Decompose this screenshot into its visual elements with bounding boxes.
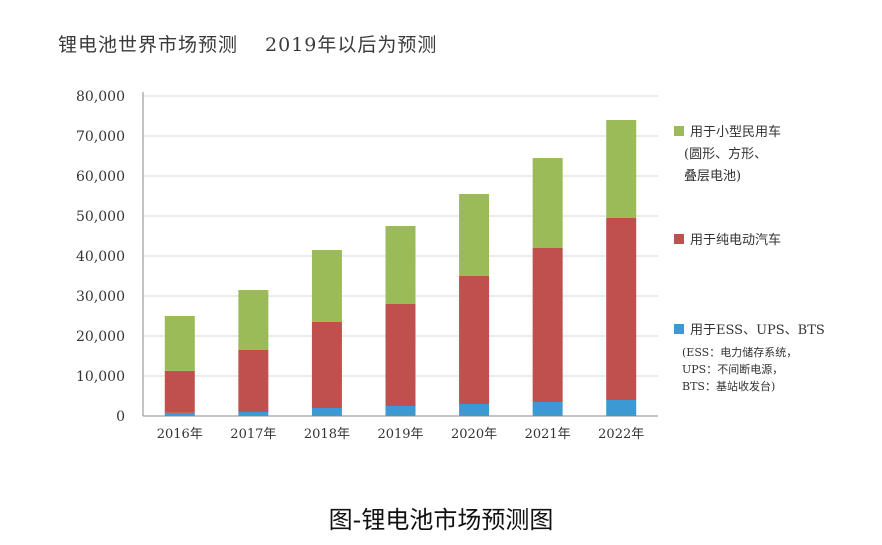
x-tick-label: 2016年 xyxy=(157,427,203,442)
legend-small-vehicle-label: 用于小型民用车 xyxy=(690,124,781,140)
bar-ess xyxy=(459,404,490,416)
legend-ess-note: BTS：基站收发台) xyxy=(682,379,775,393)
bar-ev xyxy=(459,276,490,404)
bar-small-vehicle xyxy=(606,120,637,218)
bar-small-vehicle xyxy=(532,158,563,248)
bar-small-vehicle xyxy=(459,194,490,276)
bar-ess xyxy=(311,408,342,416)
bar-ev xyxy=(532,248,563,402)
y-tick-label: 60,000 xyxy=(76,169,125,185)
legend-ev-label: 用于纯电动汽车 xyxy=(690,232,781,248)
y-tick-label: 80,000 xyxy=(76,89,125,105)
bar-ess xyxy=(606,400,637,416)
bar-small-vehicle xyxy=(164,316,195,371)
figure-caption: 图-锂电池市场预测图 xyxy=(328,506,554,534)
y-tick-label: 30,000 xyxy=(76,289,125,305)
bar-small-vehicle xyxy=(238,290,269,350)
legend-ev-swatch xyxy=(674,234,684,244)
legend-small-vehicle-swatch xyxy=(674,126,684,136)
chart-title: 锂电池世界市场预测 2019年以后为预测 xyxy=(58,34,438,56)
bar-ev xyxy=(385,304,416,406)
bar-ev xyxy=(311,322,342,408)
legend-small-vehicle-note: 叠层电池) xyxy=(684,169,741,184)
bar-ess xyxy=(532,402,563,416)
bars xyxy=(164,120,637,416)
y-tick-labels: 0 10,000 20,000 30,000 40,000 50,000 60,000 70,… xyxy=(76,89,125,425)
bar-small-vehicle xyxy=(385,226,416,304)
bar-ess xyxy=(238,412,269,416)
bar-ev xyxy=(164,370,195,413)
bar-ess xyxy=(385,406,416,416)
x-tick-label: 2017年 xyxy=(230,427,276,442)
y-tick-label: 70,000 xyxy=(76,129,125,145)
bar-ev xyxy=(606,218,637,400)
y-tick-label: 0 xyxy=(116,409,125,425)
x-tick-label: 2018年 xyxy=(304,427,350,442)
legend-ess-swatch xyxy=(674,324,684,334)
x-tick-labels: 2016年 2017年 2018年 2019年 2020年 2021年 2022年 xyxy=(157,427,645,442)
y-tick-label: 20,000 xyxy=(76,329,125,345)
y-tick-label: 40,000 xyxy=(76,249,125,265)
legend-ess-note: (ESS：电力储存系统， xyxy=(682,345,797,359)
legend-small-vehicle-note: (圆形、方形、 xyxy=(684,146,767,162)
x-tick-label: 2021年 xyxy=(525,427,571,442)
y-tick-label: 50,000 xyxy=(76,209,125,225)
bar-ess xyxy=(164,412,195,416)
x-tick-label: 2020年 xyxy=(451,427,497,442)
axes xyxy=(142,92,658,417)
bar-small-vehicle xyxy=(311,250,342,322)
stacked-bar-chart: 0 10,000 20,000 30,000 40,000 50,000 60,000 70,… xyxy=(76,89,825,442)
legend-ess-note: UPS：不间断电源， xyxy=(682,362,783,376)
x-tick-label: 2022年 xyxy=(598,427,644,442)
y-tick-label: 10,000 xyxy=(76,369,125,385)
bar-ev xyxy=(238,350,269,412)
x-tick-label: 2019年 xyxy=(377,427,423,442)
legend-ess-label: 用于ESS、UPS、BTS xyxy=(690,323,825,338)
